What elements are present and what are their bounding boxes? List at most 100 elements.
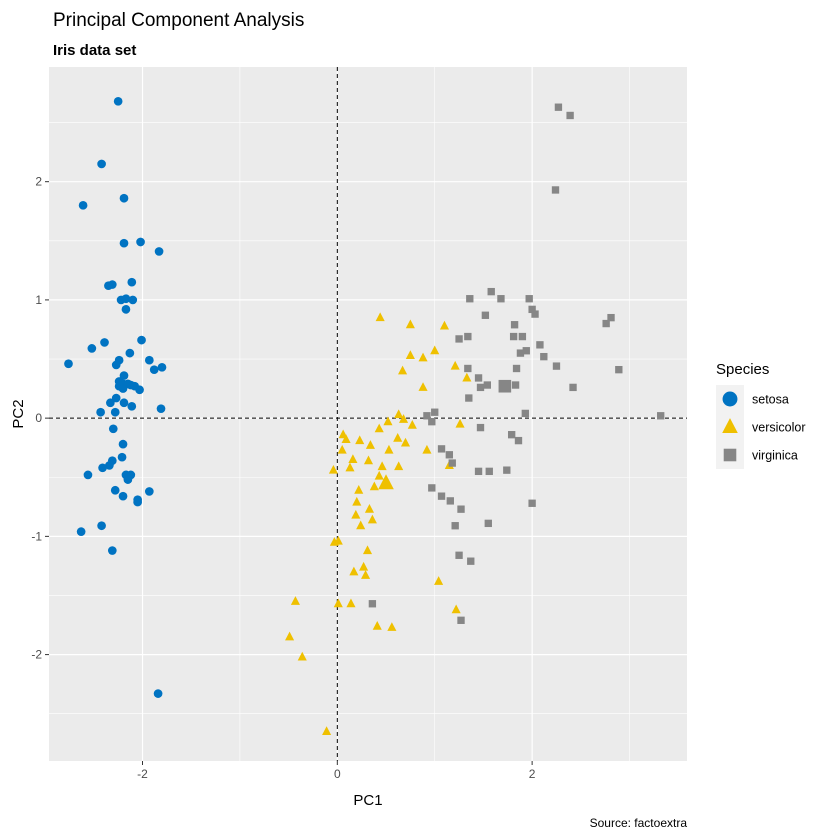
data-point-setosa	[113, 96, 123, 106]
data-point-versicolor	[356, 520, 366, 530]
data-point-versicolor	[383, 416, 393, 426]
data-point-versicolor	[349, 566, 359, 576]
data-point-versicolor	[455, 418, 465, 428]
legend-label-setosa: setosa	[752, 393, 789, 407]
data-point-versicolor	[394, 409, 404, 419]
data-point-virginica	[528, 499, 536, 507]
legend-label-virginica: virginica	[752, 449, 798, 463]
data-point-virginica	[507, 431, 516, 439]
data-point-virginica	[467, 557, 475, 565]
data-point-virginica	[445, 451, 454, 459]
data-point-virginica	[518, 332, 527, 341]
data-point-setosa	[100, 338, 109, 347]
y-tick-label: -1	[31, 529, 42, 543]
data-point-virginica	[423, 412, 431, 420]
data-point-versicolor	[377, 461, 387, 471]
axis-ticks	[45, 181, 533, 765]
data-point-versicolor	[329, 537, 339, 546]
data-point-setosa	[153, 689, 163, 698]
data-point-setosa	[117, 452, 127, 462]
data-point-versicolor	[346, 598, 356, 608]
data-point-setosa	[118, 439, 128, 449]
data-point-setosa	[64, 359, 73, 369]
data-point-versicolor	[450, 360, 460, 370]
data-point-setosa	[156, 404, 166, 414]
data-point-versicolor	[400, 437, 411, 447]
data-point-virginica	[464, 364, 472, 373]
legend-entries: setosa versicolor virginica	[716, 385, 806, 469]
data-point-setosa	[119, 238, 129, 248]
data-point-virginica	[536, 341, 544, 349]
data-point-versicolor	[439, 320, 450, 330]
data-point-virginica	[525, 295, 533, 303]
data-point-setosa	[137, 335, 146, 345]
data-point-versicolor	[405, 319, 415, 329]
data-point-virginica	[455, 551, 463, 559]
data-point-versicolor	[384, 444, 394, 454]
data-point-setosa	[98, 463, 107, 473]
chart-subtitle: Iris data set	[53, 42, 136, 59]
data-point-versicolor	[359, 561, 369, 571]
data-point-virginica	[483, 381, 491, 389]
data-point-setosa	[121, 305, 131, 314]
data-point-versicolor	[363, 455, 374, 465]
data-point-versicolor	[290, 596, 300, 605]
data-point-virginica	[516, 349, 525, 357]
data-point-setosa	[111, 360, 121, 370]
y-tick-label: -2	[31, 648, 42, 662]
data-point-virginica	[511, 381, 520, 389]
data-point-setosa	[133, 497, 142, 507]
data-point-versicolor	[451, 604, 461, 614]
data-point-versicolor	[430, 345, 440, 355]
data-point-virginica	[485, 467, 493, 476]
data-point-versicolor	[434, 576, 444, 585]
data-point-setosa	[110, 485, 120, 495]
data-point-virginica	[510, 321, 519, 329]
data-point-versicolor	[285, 631, 295, 641]
data-point-virginica	[474, 467, 483, 476]
data-point-setosa	[106, 398, 115, 408]
data-point-virginica	[554, 103, 563, 111]
data-point-virginica	[615, 365, 623, 374]
data-point-versicolor	[365, 440, 375, 449]
data-point-setosa	[97, 521, 106, 531]
data-point-setosa	[125, 348, 135, 358]
data-point-virginica	[551, 186, 560, 194]
data-point-versicolor	[351, 509, 361, 519]
data-point-versicolor	[399, 414, 409, 423]
data-point-virginica	[446, 497, 454, 505]
legend-key-setosa	[722, 391, 738, 407]
data-point-virginica	[521, 409, 529, 418]
data-point-setosa	[149, 365, 159, 375]
data-points	[64, 96, 665, 735]
data-point-virginica	[569, 383, 577, 392]
data-point-versicolor	[418, 352, 428, 362]
data-point-setosa	[135, 385, 144, 395]
data-point-versicolor	[398, 365, 408, 375]
data-point-setosa	[119, 371, 129, 380]
data-point-setosa	[118, 384, 128, 393]
legend-title: Species	[716, 361, 769, 378]
legend-key-versicolor	[722, 418, 738, 434]
data-point-virginica	[474, 374, 483, 382]
data-point-setosa	[87, 344, 97, 353]
data-point-setosa	[107, 546, 117, 555]
data-point-virginica	[531, 310, 539, 318]
data-point-setosa	[83, 470, 93, 480]
data-point-virginica	[528, 305, 536, 314]
data-point-versicolor	[369, 481, 379, 491]
data-point-virginica	[552, 362, 561, 370]
data-point-setosa	[144, 487, 154, 496]
y-tick-label: 1	[35, 293, 42, 307]
data-point-versicolor	[387, 622, 397, 631]
data-point-versicolor	[345, 462, 355, 472]
data-point-virginica	[566, 111, 574, 120]
data-point-virginica	[522, 347, 530, 355]
data-point-versicolor	[297, 651, 307, 661]
data-point-setosa	[118, 491, 128, 501]
data-point-versicolor	[364, 503, 375, 513]
plot-panel	[49, 67, 687, 761]
y-tick-label: 0	[35, 411, 42, 425]
data-point-versicolor	[422, 444, 432, 454]
